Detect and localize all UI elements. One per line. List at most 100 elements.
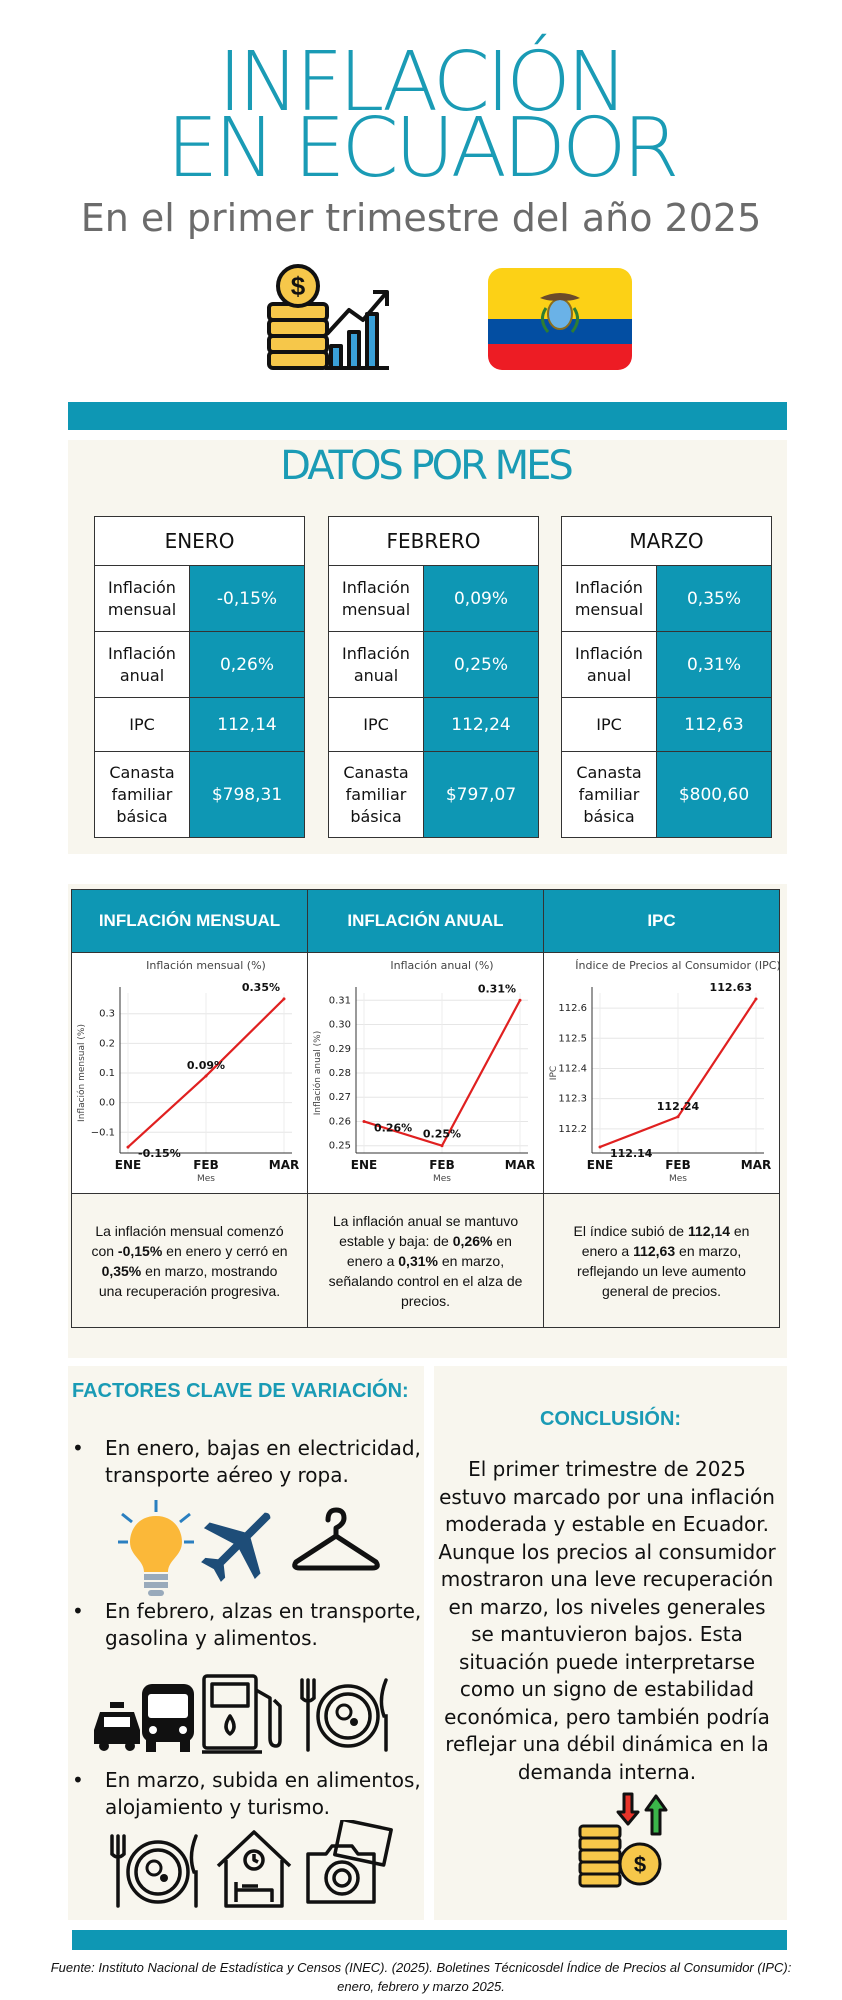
factor-text: En enero, bajas en electricidad, transpo… [105,1436,421,1487]
x-tick-label: FEB [665,1158,691,1172]
month-header: ENERO [94,516,305,566]
gas-pump-icon [202,1674,282,1754]
bullet-dot: • [72,1599,84,1623]
value-cell: 0,35% [656,565,772,632]
data-label: 112.63 [710,981,752,994]
bottom-divider-bar [72,1930,787,1950]
charts-table: INFLACIÓN MENSUAL INFLACIÓN ANUAL IPC In… [71,889,781,1328]
source-line-1: Fuente: Instituto Nacional de Estadístic… [50,1960,792,1975]
x-tick-label: FEB [429,1158,455,1172]
data-label: 0.31% [478,982,516,995]
data-label: 112.14 [610,1147,653,1160]
data-point [282,997,286,1001]
table-enero: ENERO Inflación mensual -0,15% Inflación … [94,516,305,838]
value-cell: 112,14 [189,697,305,752]
y-tick-label: 0.1 [99,1068,115,1079]
value-cell: 0,25% [423,631,539,698]
y-tick-label: 112.2 [558,1124,587,1135]
y-tick-label: 0.30 [329,1020,351,1031]
lightbulb-icon [118,1500,194,1596]
chart-title: Inflación mensual (%) [146,959,266,972]
factor-text: En marzo, subida en alimentos, alojamien… [105,1768,421,1819]
row-label: Canasta familiar básica [94,751,190,838]
house-icon [216,1830,292,1908]
coin-stack-growth-chart-icon: $ [267,264,389,370]
value-cell: 0,09% [423,565,539,632]
row-label: IPC [328,697,424,752]
camera-icon [306,1820,393,1904]
bullet-dot: • [72,1768,84,1792]
chart-cell-mensual: Inflación mensual (%) −0.1 0.0 0.1 0.2 0.3 ENE… [71,952,308,1194]
month-header: FEBRERO [328,516,539,566]
data-label: 0.35% [242,981,280,994]
conclusion-title: CONCLUSIÓN: [539,1408,682,1430]
data-point [362,1119,366,1123]
row-label: IPC [94,697,190,752]
row-label: Inflación anual [328,631,424,698]
data-label: 112.24 [657,1100,700,1113]
y-tick-label: 112.5 [558,1033,587,1044]
chart-ipc: Índice de Precios al Consumidor (IPC) 112… [549,959,781,1184]
table-marzo: MARZO Inflación mensual 0,35% Inflación a… [561,516,772,838]
y-tick-label: 0.25 [329,1141,351,1152]
y-tick-label: 0.3 [99,1009,115,1020]
header-ipc: IPC [543,889,780,953]
row-label: Inflación anual [561,631,657,698]
coins-up-down-arrows-icon: $ [578,1792,668,1888]
value-cell: $800,60 [656,751,772,838]
row-label: Inflación mensual [561,565,657,632]
data-point [518,998,522,1002]
x-tick-label: ENE [115,1158,141,1172]
chart-cell-ipc: Índice de Precios al Consumidor (IPC) 112… [543,952,781,1194]
x-tick-label: MAR [741,1158,771,1172]
data-label: 0.26% [374,1121,412,1134]
svg-text:$: $ [634,1852,646,1877]
data-point [126,1145,130,1149]
y-axis-label: Inflación anual (%) [312,1031,323,1115]
table-febrero: FEBRERO Inflación mensual 0,09% Inflación… [328,516,539,838]
conclusion-text: El primer trimestre de 2025 estuvo marca… [438,1457,776,1784]
y-axis-label: IPC [549,1066,559,1080]
factores-panel [68,1366,424,1920]
row-label: Canasta familiar básica [561,751,657,838]
description-mensual: La inflación mensual comenzó con -0,15% … [71,1193,308,1328]
x-tick-label: MAR [505,1158,535,1172]
y-tick-label: 0.2 [99,1038,115,1049]
value-cell: 112,63 [656,697,772,752]
y-tick-label: 112.3 [558,1094,587,1105]
factores-title: FACTORES CLAVE DE VARIACIÓN: [72,1380,409,1402]
chart-inflacion-anual: Inflación anual (%) 0.25 0.26 0.27 0.28 0.29 0… [312,959,535,1184]
chart-title: Índice de Precios al Consumidor (IPC) [575,959,779,972]
header-inflacion-anual: INFLACIÓN ANUAL [307,889,544,953]
y-tick-label: 112.6 [558,1003,587,1014]
data-label: -0.15% [138,1147,181,1160]
taxi-icon [94,1702,140,1751]
y-tick-label: 0.26 [329,1116,351,1127]
y-axis-label: Inflación mensual (%) [76,1024,87,1122]
y-tick-label: 0.29 [329,1044,351,1055]
month-header: MARZO [561,516,772,566]
value-cell: 0,26% [189,631,305,698]
row-label: IPC [561,697,657,752]
row-label: Canasta familiar básica [328,751,424,838]
x-tick-label: ENE [351,1158,377,1172]
y-tick-label: −0.1 [91,1127,115,1138]
factor-text: En febrero, alzas en transporte, gasolin… [105,1599,422,1650]
x-axis-label: Mes [433,1174,451,1184]
header-inflacion-mensual: INFLACIÓN MENSUAL [71,889,308,953]
food-plate-icon [110,1834,198,1908]
x-axis-label: Mes [197,1174,215,1184]
chart-cell-anual: Inflación anual (%) 0.25 0.26 0.27 0.28 0.29 0… [307,952,544,1194]
ecuador-flag-icon [488,268,632,370]
row-label: Inflación mensual [328,565,424,632]
value-cell: 112,24 [423,697,539,752]
y-tick-label: 112.4 [558,1063,587,1074]
page-subtitle: En el primer trimestre del año 2025 [80,196,762,240]
value-cell: $798,31 [189,751,305,838]
source-footer: Fuente: Instituto Nacional de Estadístic… [0,1958,842,1996]
bullet-dot: • [72,1436,84,1460]
value-cell: 0,31% [656,631,772,698]
datos-title: DATOS POR MES [280,443,574,489]
y-tick-label: 0.28 [329,1068,351,1079]
y-tick-label: 0.31 [329,995,351,1006]
